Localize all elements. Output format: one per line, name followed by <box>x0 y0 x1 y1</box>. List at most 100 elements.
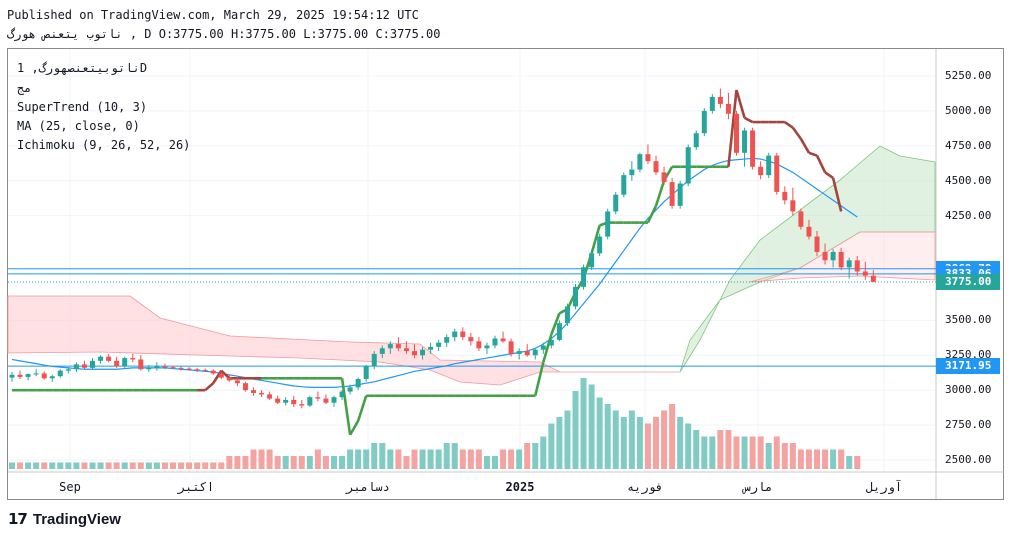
ichimoku-cloud-green <box>679 145 936 373</box>
candle-body <box>49 376 55 379</box>
published-line: Published on TradingView.com, March 29, … <box>7 8 419 22</box>
volume-bar <box>89 462 96 469</box>
candle-body <box>186 368 192 370</box>
chart-frame[interactable] <box>7 48 1004 500</box>
candle-body <box>589 253 595 268</box>
candle-body <box>331 397 337 403</box>
volume-bar <box>822 449 829 469</box>
time-tick-label: اکتبر <box>177 480 215 494</box>
volume-bar <box>854 456 861 469</box>
legend-indicator-ma[interactable]: MA (25, close, 0) <box>17 119 140 133</box>
candle-body <box>403 348 409 352</box>
volume-bar <box>73 462 80 469</box>
price-tick-label: 5250.00 <box>945 69 992 82</box>
candle-body <box>476 341 482 349</box>
volume-bar <box>475 449 482 469</box>
volume-bar <box>17 462 24 469</box>
candle-body <box>355 379 361 388</box>
candle-body <box>170 367 176 369</box>
candle-body <box>57 370 63 377</box>
price-tick-label: 5000.00 <box>945 103 992 117</box>
volume-bar <box>379 443 386 469</box>
volume-bar <box>685 423 692 469</box>
legend-indicator-ichimoku[interactable]: Ichimoku (9, 26, 52, 26) <box>17 138 191 152</box>
volume-bar <box>242 456 249 469</box>
price-tick-label: 3250.00 <box>945 348 992 362</box>
candle-body <box>540 345 546 350</box>
volume-bar <box>459 449 466 469</box>
volume-bar <box>170 462 176 469</box>
supertrend-line <box>743 116 754 124</box>
supertrend-line <box>824 171 834 180</box>
supertrend-line <box>550 312 561 335</box>
candle-body <box>138 359 144 370</box>
candle-body <box>661 172 667 183</box>
volume-bar <box>532 443 539 469</box>
volume-bar <box>81 462 88 469</box>
volume-bar <box>693 430 700 469</box>
candle-body <box>766 155 772 176</box>
legend-indicator-supertrend[interactable]: SuperTrend (10, 3) <box>17 100 148 114</box>
volume-bar <box>178 462 185 469</box>
volume-bar <box>814 449 820 469</box>
price-tag: 3171.95 <box>936 358 1000 375</box>
supertrend-line <box>542 333 553 363</box>
candle-body <box>758 166 764 176</box>
supertrend-line <box>348 420 360 436</box>
candle-body <box>782 191 788 201</box>
candle-body <box>122 358 128 367</box>
volume-bar <box>371 443 378 469</box>
candle-body <box>693 133 699 148</box>
volume-bar <box>25 462 32 469</box>
candle-body <box>750 130 756 167</box>
candle-body <box>436 342 442 347</box>
volume-bar <box>129 462 136 469</box>
candle-body <box>202 369 208 371</box>
candle-body <box>395 344 401 349</box>
volume-bar <box>500 449 507 469</box>
supertrend-line <box>212 369 223 384</box>
volume-bar <box>194 462 201 469</box>
volume-bar <box>218 462 225 469</box>
price-chart[interactable] <box>0 0 1012 500</box>
volume-bar <box>274 456 281 469</box>
candle-body <box>717 96 723 104</box>
candle-body <box>508 341 514 354</box>
volume-bar <box>258 449 265 469</box>
volume-bar <box>620 417 627 469</box>
volume-bar <box>347 449 354 469</box>
candle-body <box>605 211 611 237</box>
volume-bar <box>226 456 233 469</box>
candle-body <box>41 373 47 379</box>
volume-bar <box>797 449 804 469</box>
candle-body <box>806 226 812 237</box>
supertrend-line <box>735 89 746 119</box>
supertrend-line <box>727 89 738 167</box>
supertrend-line <box>590 225 601 254</box>
legend-symbol: ناتوبیتعنصهورگ, 1D <box>17 61 148 75</box>
volume-bar <box>709 436 716 469</box>
candle-body <box>790 200 796 212</box>
candle-body <box>725 103 731 114</box>
candle-body <box>65 369 71 371</box>
candle-body <box>468 337 474 342</box>
ma-line <box>11 157 858 388</box>
candle-body <box>299 404 305 406</box>
candle-body <box>420 349 426 356</box>
candle-body <box>90 360 95 368</box>
volume-bar <box>443 443 450 469</box>
volume-bar <box>588 384 595 469</box>
volume-bar <box>467 449 474 469</box>
volume-bar <box>65 462 72 469</box>
volume-bar <box>644 423 651 469</box>
candle-body <box>226 377 232 381</box>
candle-body <box>291 399 297 405</box>
volume-bar <box>202 462 209 469</box>
candle-body <box>25 374 31 377</box>
candle-body <box>307 397 313 406</box>
volume-bar <box>781 443 788 469</box>
price-tick-label: 4750.00 <box>945 138 992 152</box>
volume-bar <box>57 462 64 469</box>
candle-body <box>838 251 844 268</box>
candle-body <box>597 236 603 254</box>
